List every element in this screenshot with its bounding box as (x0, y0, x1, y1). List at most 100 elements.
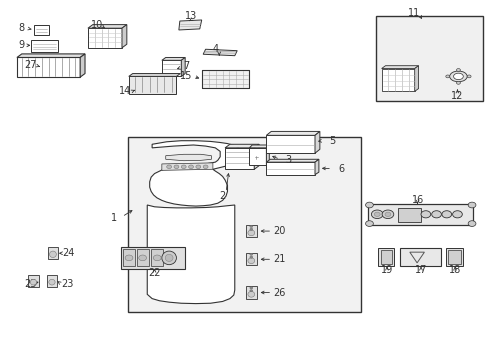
Polygon shape (80, 54, 85, 77)
Circle shape (365, 221, 372, 226)
Ellipse shape (247, 230, 254, 236)
Polygon shape (266, 135, 314, 153)
Circle shape (384, 212, 390, 216)
Polygon shape (399, 248, 441, 266)
Circle shape (420, 211, 430, 218)
Circle shape (431, 211, 441, 218)
Text: 17: 17 (414, 265, 427, 275)
Circle shape (196, 165, 201, 168)
Polygon shape (181, 58, 185, 76)
FancyBboxPatch shape (375, 16, 482, 102)
Ellipse shape (49, 251, 56, 257)
Text: 11: 11 (407, 8, 420, 18)
Circle shape (373, 212, 379, 216)
Circle shape (371, 210, 382, 219)
Polygon shape (254, 144, 259, 169)
Text: 4: 4 (212, 44, 218, 54)
Text: 2: 2 (219, 191, 225, 201)
Polygon shape (446, 248, 462, 266)
Circle shape (249, 256, 252, 258)
FancyBboxPatch shape (397, 207, 420, 222)
Text: 6: 6 (338, 163, 344, 174)
Polygon shape (203, 49, 237, 56)
Text: 15: 15 (180, 71, 192, 81)
Polygon shape (128, 76, 176, 94)
Polygon shape (314, 159, 318, 175)
Text: 22: 22 (148, 268, 161, 278)
Text: 26: 26 (273, 288, 285, 297)
Polygon shape (202, 70, 249, 88)
FancyBboxPatch shape (122, 249, 135, 266)
Circle shape (365, 202, 372, 208)
Text: 20: 20 (273, 226, 285, 236)
Text: 25: 25 (24, 279, 37, 289)
Circle shape (452, 211, 461, 218)
Text: 27: 27 (24, 60, 37, 70)
Text: 14: 14 (119, 86, 131, 96)
Ellipse shape (247, 292, 254, 297)
Polygon shape (266, 131, 319, 135)
Polygon shape (88, 24, 126, 28)
Text: 23: 23 (61, 279, 74, 289)
Circle shape (203, 165, 207, 168)
Polygon shape (34, 24, 49, 35)
Polygon shape (266, 159, 318, 162)
Text: 1: 1 (111, 212, 117, 222)
Polygon shape (447, 250, 460, 264)
Ellipse shape (162, 251, 176, 265)
Polygon shape (224, 144, 259, 148)
Polygon shape (17, 54, 85, 58)
Ellipse shape (453, 73, 462, 80)
Polygon shape (162, 60, 181, 76)
Polygon shape (314, 131, 319, 153)
Text: 7: 7 (183, 61, 189, 71)
Polygon shape (122, 24, 126, 48)
Circle shape (139, 255, 146, 261)
Circle shape (181, 165, 186, 168)
Polygon shape (47, 247, 58, 259)
Polygon shape (224, 148, 254, 169)
Text: 16: 16 (410, 195, 423, 205)
Ellipse shape (449, 71, 466, 82)
Polygon shape (162, 163, 212, 170)
Polygon shape (128, 73, 180, 76)
Circle shape (249, 228, 252, 230)
Polygon shape (179, 20, 201, 30)
Circle shape (249, 290, 252, 292)
Circle shape (456, 81, 459, 84)
Polygon shape (377, 248, 393, 266)
Text: 9: 9 (19, 40, 25, 50)
Circle shape (125, 255, 133, 261)
Circle shape (381, 210, 393, 219)
Polygon shape (245, 287, 256, 298)
Polygon shape (381, 68, 414, 91)
Circle shape (445, 75, 449, 78)
Circle shape (456, 68, 459, 71)
Text: 12: 12 (450, 91, 463, 101)
Circle shape (188, 165, 193, 168)
Circle shape (249, 287, 252, 289)
Polygon shape (46, 275, 57, 287)
Polygon shape (162, 58, 185, 60)
Polygon shape (147, 205, 234, 303)
Polygon shape (266, 145, 269, 165)
Ellipse shape (165, 254, 173, 261)
Polygon shape (30, 40, 58, 52)
Text: 10: 10 (91, 19, 103, 30)
Text: 19: 19 (380, 265, 392, 275)
Polygon shape (28, 275, 39, 287)
Polygon shape (381, 66, 418, 68)
FancyBboxPatch shape (127, 137, 361, 312)
Circle shape (174, 165, 179, 168)
Text: 18: 18 (448, 265, 460, 275)
FancyBboxPatch shape (368, 204, 472, 225)
Polygon shape (414, 66, 418, 91)
FancyBboxPatch shape (136, 249, 148, 266)
Circle shape (467, 221, 475, 226)
Circle shape (467, 202, 475, 208)
Polygon shape (249, 145, 269, 148)
Polygon shape (245, 225, 256, 237)
Text: 21: 21 (273, 254, 285, 264)
Ellipse shape (247, 258, 254, 264)
Circle shape (153, 255, 161, 261)
